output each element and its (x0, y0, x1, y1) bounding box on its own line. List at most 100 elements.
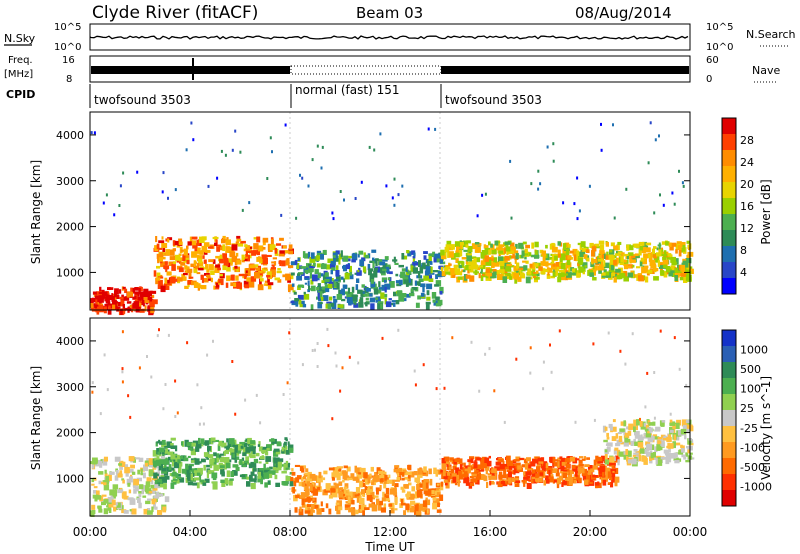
scatter-cell (378, 301, 384, 304)
scatter-cell (215, 282, 220, 288)
scatter-cell (249, 265, 255, 269)
scatter-cell (627, 450, 632, 457)
scatter-cell (656, 459, 663, 466)
scatter-cell (476, 457, 482, 461)
scatter-cell (156, 448, 162, 455)
scatter-cell (164, 463, 167, 470)
scatter-cell (587, 469, 592, 475)
scatter-cell (273, 457, 280, 463)
scatter-cell (187, 446, 193, 451)
scatter-cell (307, 476, 313, 482)
scatter-cell (177, 476, 182, 479)
scatter-cell (473, 461, 478, 469)
scatter-cell (164, 471, 169, 476)
scatter-cell (475, 470, 480, 473)
scatter-cell (144, 298, 150, 303)
scatter-cell (443, 479, 450, 483)
scatter-cell (332, 282, 337, 288)
scatter-cell (193, 477, 200, 481)
scatter-cell (369, 496, 373, 503)
scatter-cell (515, 253, 519, 260)
scatter-cell (489, 481, 495, 484)
scatter-cell (599, 264, 604, 270)
scatter-cell (416, 503, 419, 510)
scatter-cell (223, 457, 229, 463)
scatter-cell (460, 245, 464, 250)
scatter-cell (519, 457, 524, 460)
scatter-cell (178, 253, 182, 256)
scatter-cell (402, 293, 407, 298)
scatter-cell (643, 433, 647, 436)
scatter-cell (409, 471, 415, 478)
scatter-cell (108, 508, 112, 513)
scatter-cell (405, 471, 412, 476)
scatter-cell (330, 270, 333, 275)
scatter-cell (484, 255, 489, 262)
scatter-cell (285, 259, 290, 266)
scatter-cell (682, 244, 686, 252)
scatter-cell (219, 254, 223, 259)
scatter-cell (615, 268, 621, 273)
scatter-cell (317, 283, 321, 290)
scatter-cell (419, 489, 423, 492)
scatter-cell (269, 136, 272, 140)
scatter-cell (344, 291, 349, 295)
scatter-cell (157, 276, 164, 279)
scatter-cell (538, 266, 543, 271)
scatter-cell (473, 478, 478, 483)
scatter-cell (385, 301, 392, 308)
scatter-cell (653, 456, 656, 460)
colorbar-tick-label: 20 (740, 178, 754, 191)
scatter-cell (645, 452, 651, 457)
scatter-cell (114, 486, 117, 492)
scatter-cell (211, 481, 218, 484)
scatter-cell (242, 452, 247, 457)
scatter-cell (439, 286, 444, 294)
scatter-cell (377, 503, 382, 511)
scatter-cell (607, 482, 611, 485)
scatter-cell (678, 367, 681, 371)
scatter-cell (223, 257, 229, 264)
scatter-cell (610, 469, 616, 473)
scatter-cell (662, 259, 669, 265)
scatter-cell (501, 273, 505, 279)
scatter-cell (580, 460, 583, 464)
scatter-cell (213, 452, 217, 457)
scatter-cell (115, 301, 122, 307)
scatter-cell (222, 235, 226, 242)
scatter-cell (371, 249, 377, 253)
scatter-cell (520, 255, 524, 258)
scatter-cell (91, 390, 94, 394)
beam-title: Beam 03 (356, 4, 423, 22)
scatter-cell (262, 237, 269, 243)
scatter-cell (267, 282, 274, 286)
scatter-cell (378, 281, 381, 288)
scatter-cell (194, 458, 200, 465)
scatter-cell (235, 467, 240, 472)
scatter-cell (225, 282, 229, 288)
scatter-cell (267, 277, 270, 283)
scatter-cell (244, 244, 248, 248)
scatter-cell (182, 254, 186, 261)
scatter-cell (192, 482, 198, 486)
scatter-cell (338, 487, 341, 493)
scatter-cell (325, 503, 329, 509)
scatter-cell (554, 255, 558, 261)
scatter-cell (327, 344, 330, 348)
scatter-cell (593, 459, 597, 466)
scatter-cell (467, 459, 472, 463)
scatter-cell (304, 277, 310, 280)
scatter-cell (612, 419, 616, 423)
scatter-cell (648, 257, 653, 262)
scatter-cell (133, 508, 137, 512)
scatter-cell (247, 250, 254, 253)
scatter-cell (536, 270, 539, 274)
scatter-cell (364, 507, 370, 510)
scatter-cell (256, 236, 261, 243)
scatter-cell (321, 280, 326, 283)
scatter-cell (329, 263, 336, 269)
scatter-cell (582, 473, 586, 481)
scatter-cell (132, 287, 135, 294)
scatter-cell (553, 459, 558, 462)
